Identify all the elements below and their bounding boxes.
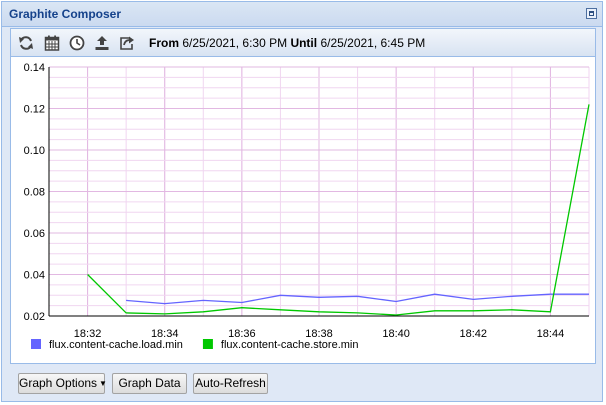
x-tick-label: 18:42	[460, 328, 488, 340]
window-title: Graphite Composer	[9, 7, 122, 21]
x-tick-label: 18:40	[382, 328, 410, 340]
auto-refresh-button[interactable]: Auto-Refresh	[193, 373, 268, 394]
x-tick-label: 18:44	[537, 328, 565, 340]
legend-swatch-2	[202, 339, 213, 349]
graph-image: 18:32 18:34 18:36 18:38 18:40 18:42 18:44 0.02 0…	[11, 57, 595, 363]
series-line-2	[87, 104, 590, 316]
from-label: From	[149, 36, 179, 50]
x-tick-label: 18:38	[305, 328, 333, 340]
until-value: 6/25/2021, 6:45 PM	[320, 36, 426, 50]
clock-icon[interactable]	[68, 34, 86, 52]
time-range[interactable]: From 6/25/2021, 6:30 PM Until 6/25/2021,…	[149, 36, 425, 50]
bottom-toolbar: Graph Options ▼ Graph Data Auto-Refresh	[2, 366, 602, 401]
graph-chart: 18:32 18:34 18:36 18:38 18:40 18:42 18:44 0.02 0…	[24, 62, 590, 351]
legend-label-1: flux.content-cache.load.min	[49, 339, 183, 351]
upload-icon[interactable]	[93, 34, 111, 52]
collapse-icon[interactable]	[586, 8, 597, 19]
x-tick-label: 18:34	[151, 328, 179, 340]
y-tick-label: 0.12	[24, 104, 45, 116]
share-icon[interactable]	[118, 34, 136, 52]
graph-options-button[interactable]: Graph Options ▼	[18, 373, 107, 394]
y-tick-label: 0.06	[24, 228, 45, 240]
graph-data-button[interactable]: Graph Data	[112, 373, 187, 394]
y-tick-label: 0.08	[24, 187, 45, 199]
from-value: 6/25/2021, 6:30 PM	[182, 36, 288, 50]
x-tick-label: 18:32	[74, 328, 102, 340]
legend-label-2: flux.content-cache.store.min	[221, 339, 359, 351]
graph-panel: From 6/25/2021, 6:30 PM Until 6/25/2021,…	[10, 28, 596, 364]
dropdown-arrow-icon: ▼	[99, 379, 107, 388]
graph-options-label: Graph Options	[19, 376, 98, 390]
toolbar: From 6/25/2021, 6:30 PM Until 6/25/2021,…	[11, 29, 595, 57]
y-tick-label: 0.10	[24, 145, 45, 157]
y-tick-label: 0.14	[24, 62, 45, 74]
series-line-1	[126, 293, 589, 305]
calendar-icon[interactable]	[43, 34, 61, 52]
x-tick-label: 18:36	[228, 328, 256, 340]
refresh-icon[interactable]	[17, 34, 35, 52]
y-tick-label: 0.02	[24, 311, 45, 323]
y-tick-label: 0.04	[24, 270, 45, 282]
legend-swatch-1	[31, 339, 41, 349]
until-label: Until	[290, 36, 318, 50]
title-bar: Graphite Composer	[2, 2, 602, 27]
